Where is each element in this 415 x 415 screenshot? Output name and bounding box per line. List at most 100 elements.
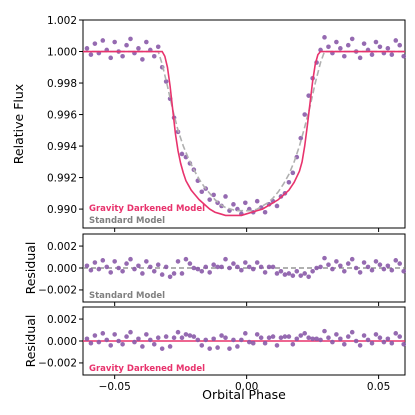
data-point [349, 36, 355, 42]
data-point [100, 38, 106, 43]
data-point [286, 334, 292, 339]
data-point [171, 271, 177, 276]
data-point [207, 270, 212, 275]
data-point [401, 53, 406, 59]
data-point [231, 261, 236, 266]
y-tick-label: 0.994 [47, 141, 77, 153]
data-point [314, 336, 319, 342]
standard-model-line [83, 50, 405, 212]
light-curve-panel: 0.990 0.992 0.994 0.996 0.998 1.000 1.002 Rela… [11, 15, 406, 232]
gravity-darkened-model-line [83, 50, 405, 217]
data-point [140, 271, 145, 276]
data-point [116, 338, 121, 344]
data-point [108, 55, 114, 61]
data-point [227, 346, 232, 351]
data-point [88, 340, 94, 346]
data-point [187, 261, 193, 266]
data-point [155, 262, 161, 268]
data-point [96, 339, 102, 345]
data-point [342, 53, 347, 59]
data-point [183, 332, 189, 337]
data-point [207, 346, 212, 351]
data-point [136, 46, 141, 51]
data-point [250, 340, 256, 346]
data-point [326, 44, 331, 50]
data-point [116, 265, 121, 271]
data-point [128, 36, 133, 42]
data-point [211, 336, 216, 342]
data-point [199, 343, 205, 348]
data-point [258, 335, 264, 341]
y-tick-label: −0.002 [38, 358, 77, 370]
data-point [254, 198, 260, 204]
data-point [231, 202, 236, 207]
light-curve-y-axis-label: Relative Flux [11, 84, 26, 164]
data-point [96, 266, 102, 272]
residual-standard-y-axis-label: Residual [23, 242, 38, 295]
data-point [175, 259, 181, 264]
data-point [377, 335, 383, 341]
data-point [274, 343, 280, 348]
y-tick-label: 0.002 [47, 314, 77, 326]
data-point [334, 332, 339, 337]
data-point [338, 46, 343, 51]
data-point [290, 170, 296, 176]
data-point [254, 260, 260, 265]
data-point [140, 344, 145, 349]
data-point [349, 256, 355, 262]
data-point [124, 334, 129, 339]
data-point [389, 52, 395, 57]
data-point [373, 259, 379, 264]
data-point [302, 271, 308, 276]
data-point [144, 259, 149, 264]
data-point [298, 273, 304, 278]
data-point [365, 264, 371, 270]
x-axis-label: Orbital Phase [202, 387, 286, 402]
data-point [361, 260, 367, 265]
data-point [124, 261, 129, 266]
y-tick-label: 0.000 [47, 336, 77, 348]
data-point [171, 335, 177, 341]
data-point [151, 341, 157, 347]
data-point [92, 260, 98, 265]
data-point [381, 339, 387, 345]
data-point [338, 263, 343, 269]
legend-standard-model: Standard Model [89, 216, 165, 226]
data-point [381, 266, 387, 272]
data-point [290, 341, 296, 347]
data-point [338, 336, 343, 342]
data-point [183, 256, 189, 262]
data-point [286, 271, 292, 276]
data-point [393, 258, 399, 263]
data-point [215, 264, 220, 270]
data-point [306, 93, 311, 98]
data-point [163, 264, 169, 270]
light-curve-plot-area [82, 19, 406, 229]
data-point [239, 337, 244, 343]
data-point [377, 262, 383, 268]
data-point [294, 336, 300, 342]
data-point [330, 266, 335, 272]
data-point [361, 333, 367, 338]
data-point [155, 335, 161, 341]
data-point [144, 39, 149, 45]
data-point [326, 335, 331, 341]
data-point [151, 53, 157, 59]
data-point [334, 39, 339, 45]
data-point [227, 265, 232, 271]
data-point [349, 329, 355, 335]
data-point [278, 268, 284, 274]
data-point [239, 267, 244, 273]
data-point [195, 266, 201, 272]
data-point [179, 271, 185, 276]
data-point [393, 331, 399, 336]
residual-gravity-panel: −0.002 0.000 0.002 −0.05 0.00 0.05 Residual G… [23, 306, 406, 402]
data-point [342, 341, 347, 347]
data-point [389, 267, 395, 273]
y-tick-label: 0.992 [47, 172, 77, 184]
data-point [369, 52, 375, 57]
data-point [306, 274, 311, 280]
data-point [120, 53, 125, 59]
data-point [219, 333, 224, 338]
data-point [175, 329, 181, 335]
